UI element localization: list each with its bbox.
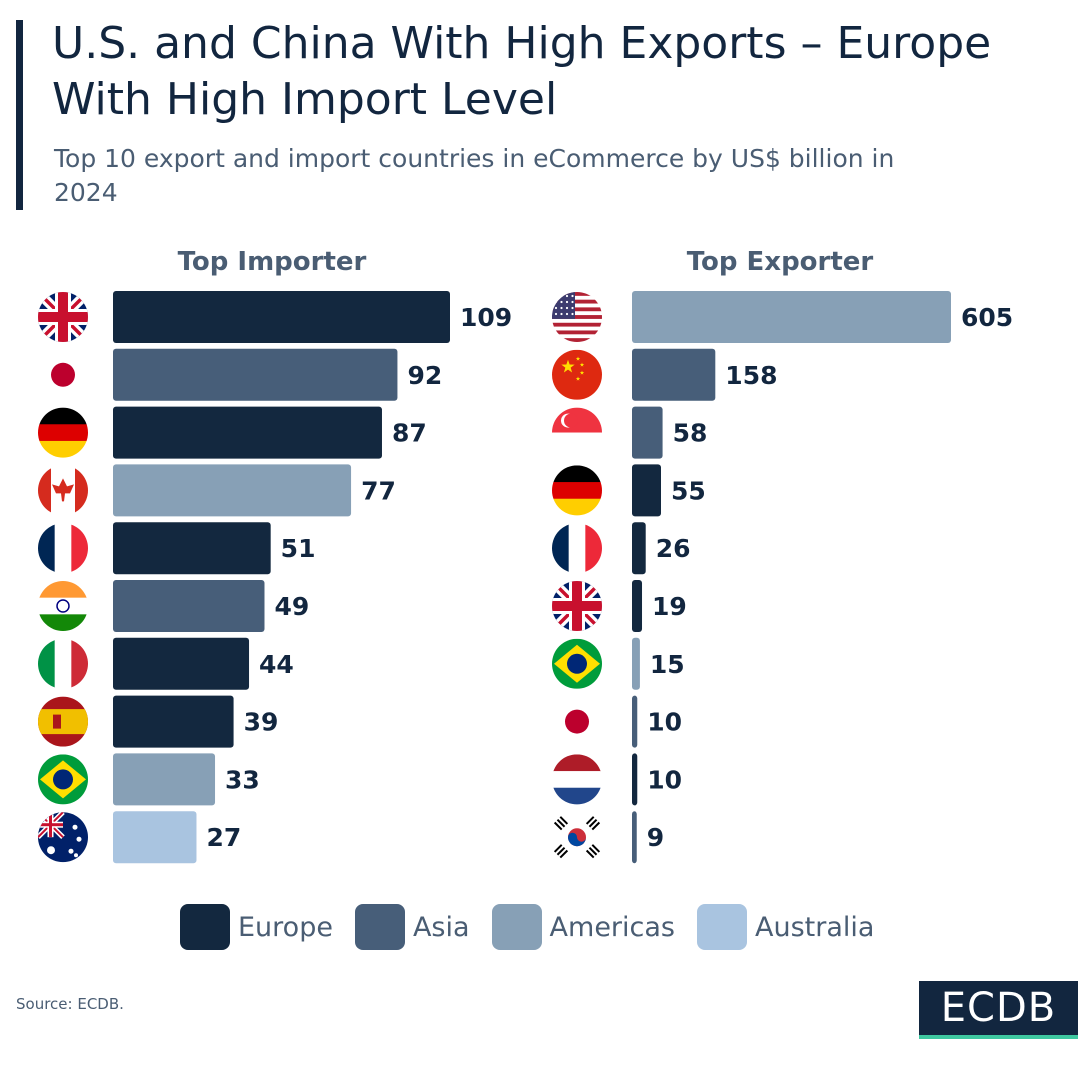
bar-exporter-7 — [632, 695, 638, 748]
chart-subtitle: Top 10 export and import countries in eC… — [54, 144, 895, 207]
legend-label-australia: Australia — [755, 911, 875, 943]
bar-importer-4 — [113, 522, 271, 575]
bar-exporter-6 — [632, 637, 640, 690]
panel-title-importer: Top Importer — [178, 247, 367, 277]
bar-exporter-3 — [632, 464, 661, 517]
germany-flag-icon — [38, 407, 88, 458]
chart-title: U.S. and China With High Exports – Europ… — [52, 18, 992, 125]
bar-exporter-8 — [632, 753, 638, 806]
japan-flag-icon — [51, 362, 75, 387]
value-label-exporter-5: 19 — [652, 592, 687, 621]
value-label-exporter-2: 58 — [673, 419, 708, 448]
legend-swatch-asia — [354, 904, 405, 950]
legend-item-asia: Asia — [354, 904, 470, 950]
value-label-exporter-4: 26 — [656, 534, 691, 563]
legend-item-americas: Americas — [491, 904, 675, 950]
value-label-exporter-9: 9 — [647, 823, 664, 852]
bar-exporter-4 — [632, 522, 646, 575]
bar-importer-6 — [113, 637, 250, 690]
value-label-importer-1: 92 — [407, 361, 442, 390]
legend-label-europe: Europe — [238, 911, 333, 943]
value-label-importer-0: 109 — [460, 303, 512, 332]
netherlands-flag-icon — [552, 754, 602, 805]
value-label-importer-2: 87 — [392, 419, 427, 448]
value-label-exporter-3: 55 — [671, 476, 706, 505]
australia-flag-icon — [38, 812, 88, 863]
value-label-importer-9: 27 — [206, 823, 241, 852]
bar-exporter-0 — [632, 291, 951, 343]
uk-flag-icon — [38, 292, 88, 342]
bar-importer-1 — [113, 348, 398, 401]
germany-flag-icon — [552, 465, 602, 516]
bar-importer-8 — [113, 753, 216, 806]
japan-flag-icon — [565, 709, 589, 734]
legend-label-americas: Americas — [549, 911, 675, 943]
ecdb-logo: ECDB — [919, 981, 1078, 1039]
legend-swatch-australia — [697, 904, 747, 950]
panel-title-exporter: Top Exporter — [687, 247, 874, 277]
usa-flag-icon — [552, 292, 602, 342]
value-label-importer-8: 33 — [225, 765, 260, 794]
canada-flag-icon — [38, 465, 88, 516]
brazil-flag-icon — [552, 638, 602, 689]
title-accent-bar — [16, 20, 23, 210]
bar-importer-5 — [113, 580, 265, 632]
legend-swatch-americas — [491, 904, 542, 950]
bar-importer-9 — [113, 811, 197, 864]
legend: Europe Asia Americas Australia — [180, 904, 874, 950]
france-flag-icon — [552, 523, 602, 574]
italy-flag-icon — [38, 638, 88, 689]
bar-importer-3 — [113, 464, 352, 517]
source-note: Source: ECDB. — [16, 995, 124, 1013]
value-label-importer-4: 51 — [281, 534, 316, 563]
legend-item-australia: Australia — [697, 904, 874, 950]
legend-swatch-europe — [180, 904, 230, 950]
france-flag-icon — [38, 523, 88, 574]
bar-importer-7 — [113, 695, 234, 748]
singapore-flag-icon — [552, 407, 602, 458]
value-label-importer-5: 49 — [274, 592, 309, 621]
value-label-importer-3: 77 — [361, 476, 396, 505]
brazil-flag-icon — [38, 754, 88, 805]
value-label-importer-6: 44 — [259, 650, 294, 679]
bar-importer-0 — [113, 291, 450, 343]
bar-exporter-5 — [632, 580, 643, 632]
bar-exporter-1 — [632, 348, 716, 401]
value-label-exporter-8: 10 — [647, 765, 682, 794]
uk-flag-icon — [552, 581, 602, 631]
bar-importer-2 — [113, 406, 382, 459]
value-label-exporter-0: 605 — [961, 303, 1013, 332]
legend-label-asia: Asia — [412, 911, 470, 943]
legend-item-europe: Europe — [180, 904, 333, 950]
value-label-importer-7: 39 — [244, 708, 279, 737]
south-korea-flag-icon — [553, 816, 601, 859]
value-label-exporter-6: 15 — [650, 650, 685, 679]
spain-flag-icon — [38, 696, 88, 747]
india-flag-icon — [38, 581, 88, 631]
value-label-exporter-1: 158 — [725, 361, 777, 390]
logo-text: ECDB — [940, 985, 1057, 1031]
bar-exporter-2 — [632, 406, 663, 459]
bar-exporter-9 — [632, 811, 637, 864]
value-label-exporter-7: 10 — [647, 708, 682, 737]
china-flag-icon — [552, 349, 602, 400]
